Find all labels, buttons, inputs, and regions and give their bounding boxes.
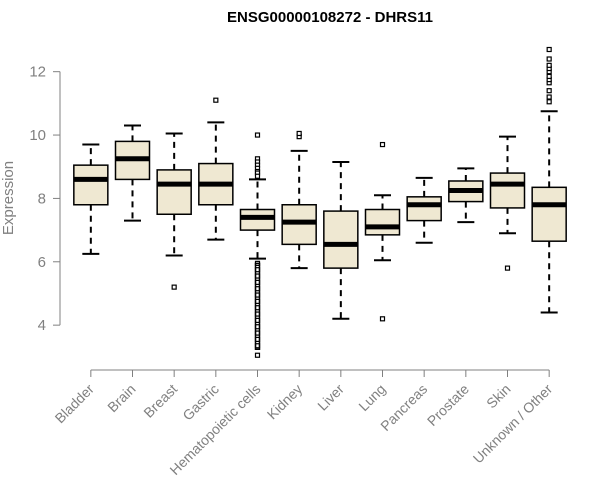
outlier-point [546, 88, 552, 94]
box-hematopoietic-cells [239, 132, 276, 358]
iqr-box [406, 196, 442, 222]
x-tick-label: Lung [355, 381, 388, 414]
outlier-point [546, 73, 552, 80]
iqr-box [323, 210, 359, 269]
y-tick-label: 12 [29, 64, 46, 81]
box-kidney [281, 130, 317, 270]
box-liver [323, 160, 359, 320]
y-tick-label: 10 [29, 127, 46, 144]
x-tick-label: Liver [314, 381, 347, 414]
outlier-cluster [254, 262, 261, 350]
outlier-point [379, 316, 386, 322]
outlier-point [171, 284, 177, 290]
iqr-box [364, 208, 401, 236]
outlier-point [254, 352, 261, 358]
y-tick-label: 4 [38, 317, 46, 334]
outlier-point [546, 62, 552, 68]
box-pancreas [406, 176, 442, 244]
box-bladder [73, 143, 109, 255]
y-tick-label: 8 [38, 190, 46, 207]
outlier-point [546, 46, 552, 53]
iqr-box [73, 164, 109, 206]
x-tick-label: Unknown / Other [470, 381, 556, 467]
chart-title: ENSG00000108272 - DHRS11 [227, 9, 433, 26]
box-unknown-other [531, 46, 567, 314]
y-tick-label: 6 [38, 254, 46, 271]
boxes-group [73, 46, 567, 358]
iqr-box [531, 186, 567, 242]
x-tick-label: Kidney [264, 381, 306, 423]
outlier-point [546, 56, 552, 62]
x-tick-label: Prostate [424, 381, 472, 429]
outlier-point [546, 99, 552, 105]
x-tick-label: Bladder [52, 381, 98, 427]
outlier-point [213, 97, 219, 103]
y-axis-title: Expression [0, 161, 17, 235]
x-tick-label: Brain [104, 381, 138, 415]
iqr-box [489, 172, 526, 209]
outlier-point [296, 130, 302, 137]
outlier-point [254, 132, 261, 138]
box-skin [489, 135, 526, 271]
x-tick-label: Breast [140, 381, 180, 421]
y-axis: 4 6 8 10 12 [29, 64, 61, 334]
box-prostate [448, 167, 484, 224]
box-breast [156, 132, 192, 290]
outlier-point [254, 173, 261, 179]
x-tick-label: Skin [483, 381, 514, 412]
box-lung [364, 141, 401, 322]
outlier-point [504, 265, 511, 271]
iqr-box [156, 169, 192, 216]
outlier-point [546, 94, 552, 100]
box-gastric [198, 97, 234, 241]
outlier-point [379, 141, 386, 148]
box-brain [114, 124, 151, 222]
